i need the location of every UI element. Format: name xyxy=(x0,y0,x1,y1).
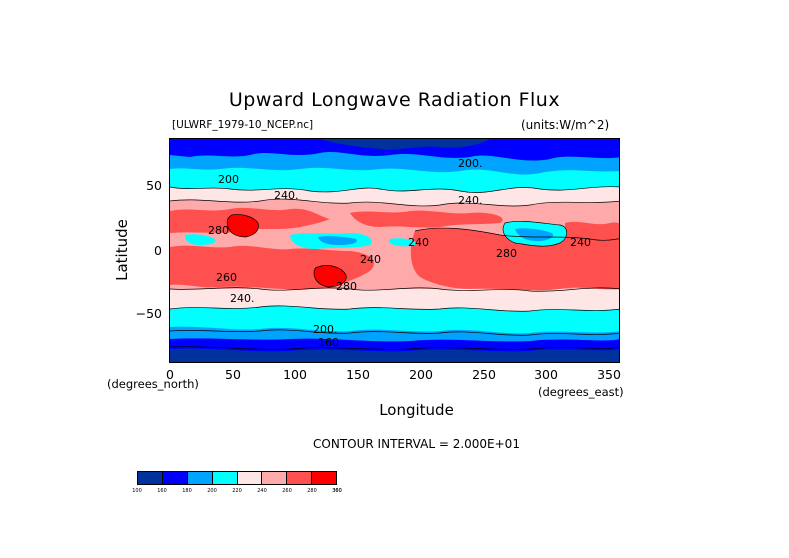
hotspot-australia xyxy=(314,265,347,287)
contour-label: 240 xyxy=(360,253,381,266)
contour-label: 280 xyxy=(336,280,357,293)
file-name: [ULWRF_1979-10_NCEP.nc] xyxy=(172,119,314,131)
colorbar-level-label: 200 xyxy=(207,488,217,494)
contour-line xyxy=(170,198,619,207)
contour-line xyxy=(170,346,619,350)
colorbar-level-label: 180 xyxy=(182,488,192,494)
contour-map: 200. 200 240. 280 240 280 240 240. 200. … xyxy=(169,138,620,363)
contour-lines xyxy=(170,186,619,350)
colorbar-level-label: 280 xyxy=(307,488,317,494)
contour-label: 200. xyxy=(313,323,338,336)
colorbar-segment xyxy=(187,471,213,485)
x-axis-label: Longitude xyxy=(379,401,454,419)
contour-label: 200. xyxy=(458,157,483,170)
contour-line xyxy=(170,329,619,336)
x-axis-unit: (degrees_east) xyxy=(538,385,624,399)
contour-label: 240. xyxy=(230,292,255,305)
contour-line xyxy=(414,227,619,241)
colorbar-level-label: 300 xyxy=(332,488,342,494)
band-south-navy xyxy=(170,348,619,362)
x-tick-label: 50 xyxy=(225,367,241,382)
patch-equator-lightblue-2 xyxy=(515,228,554,241)
colorbar-segment xyxy=(237,471,263,485)
band-north-navy xyxy=(320,139,490,150)
contour-label: 280 xyxy=(496,247,517,260)
contour-labels: 200. 200 240. 280 240 280 240 240. 200. … xyxy=(208,157,591,349)
x-tick-label: 150 xyxy=(346,367,370,382)
y-tick-label: −50 xyxy=(135,306,162,321)
y-axis-label: Latitude xyxy=(113,219,131,281)
band-north-blue xyxy=(170,139,619,161)
x-tick-label: 300 xyxy=(534,367,558,382)
contour-map-svg: 200. 200 240. 280 240 280 240 240. 200. … xyxy=(170,139,619,362)
contour-label: 260 xyxy=(216,271,237,284)
units-label: (units:W/m^2) xyxy=(521,118,610,132)
contour-line xyxy=(502,220,568,247)
contour-line xyxy=(170,186,619,193)
hotspot-africa xyxy=(227,214,259,237)
y-tick-label: 50 xyxy=(146,178,162,193)
colorbar-segment xyxy=(162,471,188,485)
contour-label: 200 xyxy=(218,173,239,186)
patch-equator-lightblue-1 xyxy=(318,236,357,245)
x-tick-label: 350 xyxy=(597,367,621,382)
colorbar-segment xyxy=(212,471,238,485)
y-tick-label: 0 xyxy=(154,243,162,258)
chart-title: Upward Longwave Radiation Flux xyxy=(228,89,561,111)
y-axis-unit: (degrees_north) xyxy=(107,377,199,391)
x-tick-label: 0 xyxy=(166,367,174,382)
colorbar-level-label: 260 xyxy=(282,488,292,494)
colorbar-segment xyxy=(137,471,163,485)
contour-line xyxy=(226,214,259,238)
colorbar-level-label: 100 xyxy=(132,488,142,494)
colorbar-level-label: 240 xyxy=(257,488,267,494)
contour-label: 240 xyxy=(570,236,591,249)
contour-label: 240 xyxy=(408,236,429,249)
contour-line xyxy=(170,305,619,312)
contour-label: 240. xyxy=(274,189,299,202)
patch-equator-cyan-3 xyxy=(184,234,216,245)
colorbar-level-label: 360 xyxy=(332,488,342,494)
contour-label: 240. xyxy=(458,194,483,207)
x-tick-label: 200 xyxy=(409,367,433,382)
x-tick-label: 100 xyxy=(283,367,307,382)
contour-line xyxy=(313,265,347,288)
contour-line xyxy=(170,287,619,292)
contour-interval: CONTOUR INTERVAL = 2.000E+01 xyxy=(313,437,520,451)
colorbar-level-label: 160 xyxy=(157,488,167,494)
colorbar-segment xyxy=(262,471,288,485)
band-tropic-red-2 xyxy=(350,210,503,228)
colorbar-level-label: 220 xyxy=(232,488,242,494)
patch-equator-cyan-4 xyxy=(389,238,418,247)
contour-label: 160 xyxy=(318,336,339,349)
colorbar-segment xyxy=(312,471,337,485)
colorbar xyxy=(137,471,337,485)
x-tick-label: 250 xyxy=(472,367,496,382)
band-tropic-red-5 xyxy=(565,221,619,264)
contour-label: 280 xyxy=(208,224,229,237)
colorbar-segment xyxy=(287,471,313,485)
